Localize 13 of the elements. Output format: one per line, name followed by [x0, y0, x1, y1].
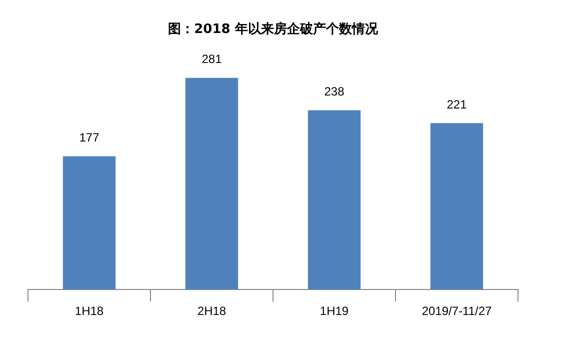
data-label: 281 — [202, 52, 222, 66]
chart-title: 图：2018 年以来房企破产个数情况 — [168, 21, 379, 38]
data-label: 177 — [79, 130, 100, 145]
x-tick-label: 1H19 — [320, 304, 349, 318]
x-tick-label: 2H18 — [197, 304, 226, 318]
x-tick-label: 2019/7-11/27 — [422, 304, 492, 318]
data-label: 238 — [324, 84, 345, 99]
bar — [62, 156, 116, 290]
x-tick-label: 1H18 — [74, 304, 104, 318]
bar — [185, 78, 238, 290]
data-label: 221 — [446, 97, 468, 112]
bar — [308, 110, 361, 290]
bar — [430, 123, 484, 290]
